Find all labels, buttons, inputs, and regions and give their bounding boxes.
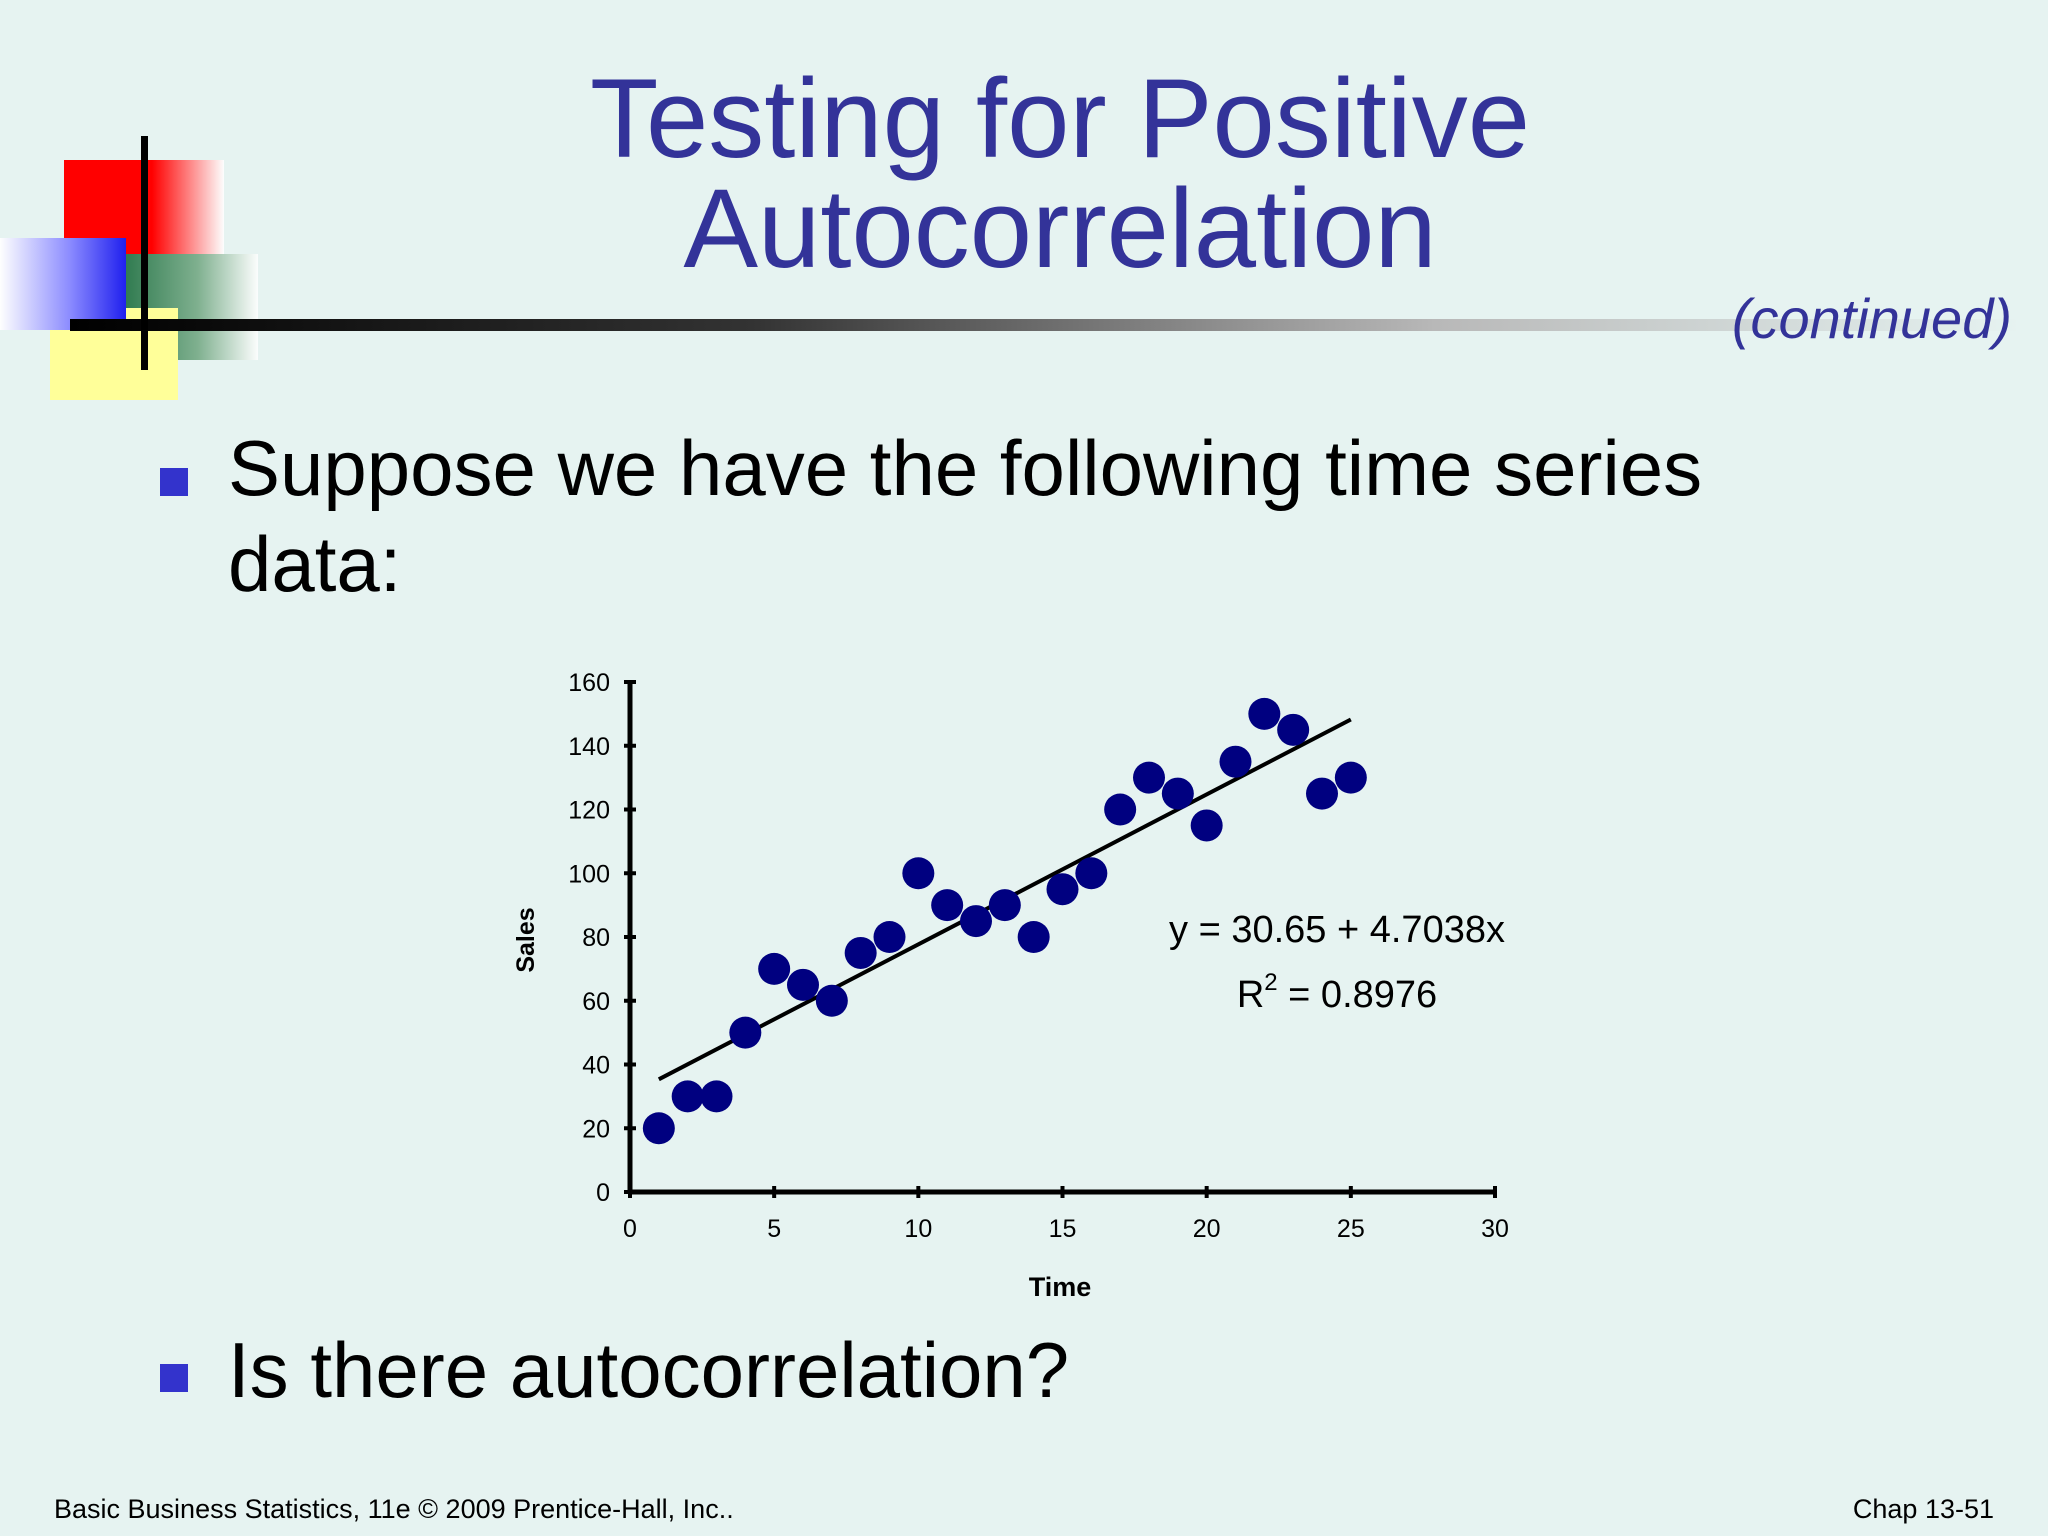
bullet-2-text: Is there autocorrelation? [228,1326,1070,1414]
data-point [758,952,791,985]
y-tick-label: 0 [596,1179,610,1207]
data-point [873,921,906,953]
x-tick-label: 5 [767,1215,781,1243]
data-point [1248,697,1281,730]
data-point [1190,809,1223,842]
data-point [1161,777,1194,810]
data-point [844,936,877,969]
data-point [902,857,935,890]
chart-ticks: 0 20 40 60 80 100 120 140 160 0 5 10 15 20 25 30 [568,669,1509,1243]
x-tick-label: 30 [1481,1215,1509,1243]
data-point [1046,873,1079,906]
data-point [815,984,848,1017]
data-point [729,1016,762,1049]
footer-page-number: Chap 13-51 [1852,1494,1994,1524]
data-point [1104,793,1137,826]
y-tick-label: 80 [582,924,610,952]
decor-blue-block [0,238,126,330]
x-axis-label: Time [1029,1272,1092,1302]
bullet-square-icon [160,468,188,496]
x-tick-label: 15 [1049,1215,1077,1243]
y-tick-label: 20 [582,1115,610,1143]
data-point [1075,857,1108,890]
data-point [1219,745,1252,778]
r-squared-value: = 0.8976 [1278,974,1438,1016]
slide-title-line2: Autocorrelation [683,166,1437,291]
data-point [1334,761,1367,794]
data-point [1277,713,1310,746]
r-squared-superscript: 2 [1264,969,1277,996]
decor-vertical-rule [141,136,148,370]
y-tick-label: 40 [582,1052,610,1080]
data-point [988,889,1021,922]
y-axis-label: Sales [512,907,540,972]
y-tick-label: 160 [568,669,610,697]
data-point [700,1080,733,1113]
data-point [1306,777,1338,810]
regression-equation: y = 30.65 + 4.7038x [1169,909,1505,951]
data-point [642,1112,675,1145]
bullet-1-line2: data: [228,520,402,608]
footer-copyright: Basic Business Statistics, 11e © 2009 Pr… [54,1494,734,1524]
x-tick-label: 20 [1193,1215,1221,1243]
y-tick-label: 100 [568,860,610,888]
y-tick-label: 60 [582,988,610,1016]
data-point [1133,761,1165,794]
x-tick-label: 0 [623,1215,637,1243]
y-tick-label: 120 [568,797,610,825]
slide-title-line1: Testing for Positive [590,56,1530,181]
bullet-square-icon [160,1364,188,1392]
x-tick-label: 10 [904,1215,932,1243]
slide-title: Testing for Positive Autocorrelation [440,56,1680,291]
y-tick-label: 140 [568,733,610,761]
r-squared-label: R2 = 0.8976 [1237,969,1437,1016]
data-point [1017,921,1050,953]
bullet-1-line1: Suppose we have the following time serie… [228,424,1703,512]
data-point [787,968,819,1001]
data-point [671,1080,704,1113]
x-tick-label: 25 [1337,1215,1365,1243]
data-point [960,905,992,938]
data-points [642,697,1367,1145]
scatter-chart: 0 20 40 60 80 100 120 140 160 0 5 10 15 20 25 30 Time S… [512,669,1509,1302]
slide-subtitle: (continued) [1731,287,2012,350]
r-squared-prefix: R [1237,974,1264,1016]
data-point [931,889,964,922]
decor-horizontal-rule [70,319,2020,331]
